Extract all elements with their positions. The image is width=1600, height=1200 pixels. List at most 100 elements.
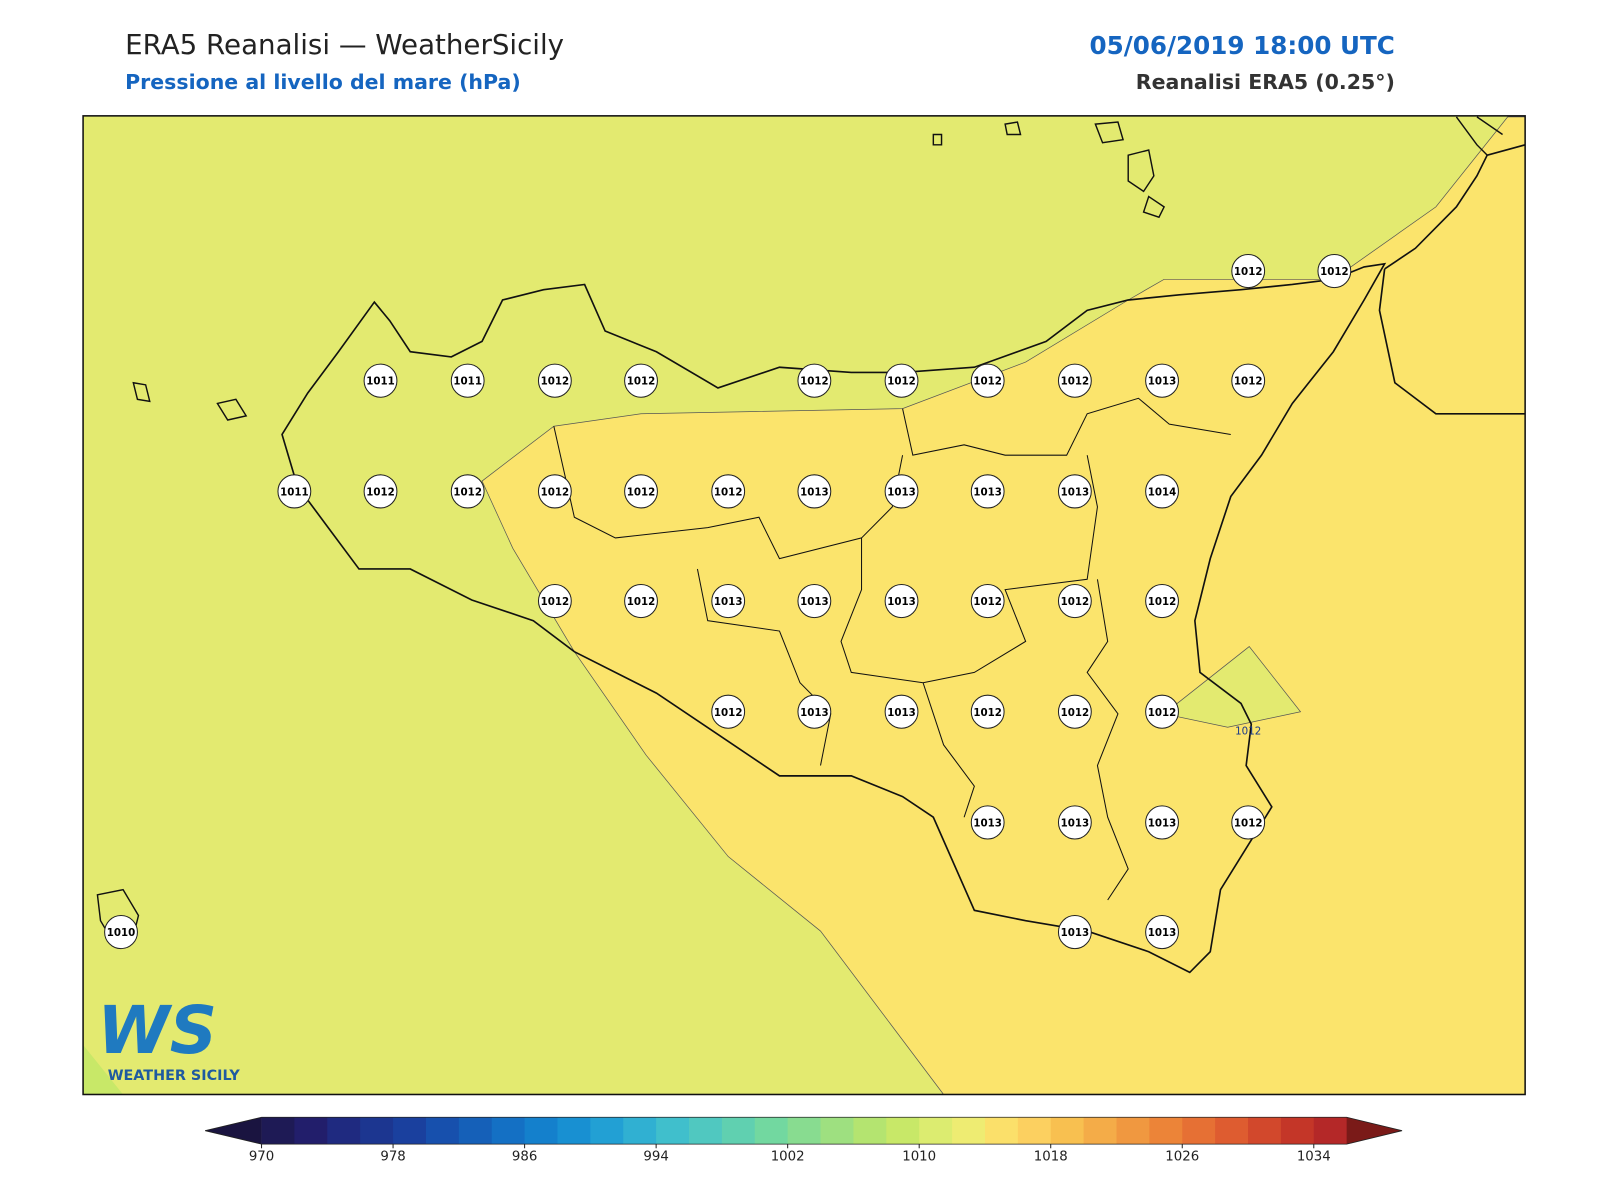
station-marker <box>1057 694 1092 729</box>
station-marker <box>884 694 919 729</box>
colorbar-bin <box>1116 1117 1150 1145</box>
station-value: 1013 <box>1061 817 1090 829</box>
colorbar-bin <box>557 1117 591 1145</box>
station-marker <box>537 583 572 619</box>
station-value: 1012 <box>973 707 1002 719</box>
station-value: 1013 <box>887 707 916 719</box>
station-marker <box>363 363 398 398</box>
station-value: 1012 <box>541 486 570 498</box>
colorbar-bin <box>1280 1117 1315 1145</box>
station-marker <box>970 805 1005 840</box>
colorbar-under <box>205 1117 262 1145</box>
station-marker <box>711 474 746 509</box>
station-value: 1011 <box>280 486 309 498</box>
station-value: 1013 <box>1148 927 1177 939</box>
colorbar-bin <box>919 1117 953 1145</box>
station-marker <box>537 363 572 398</box>
station-value: 1012 <box>541 596 570 608</box>
station-value: 1012 <box>1234 266 1263 278</box>
contour-label: 1012 <box>1235 725 1261 737</box>
station-value: 1013 <box>887 486 916 498</box>
station-value: 1012 <box>627 596 656 608</box>
logo-corner <box>83 1044 124 1095</box>
colorbar-bin <box>1248 1117 1282 1145</box>
logo: WS WEATHER SICILY <box>83 992 240 1095</box>
colorbar-tick-label: 978 <box>380 1150 405 1165</box>
station-marker <box>1057 583 1092 619</box>
station-value: 1012 <box>973 596 1002 608</box>
colorbar-tick-label: 1018 <box>1034 1150 1068 1165</box>
station-value: 1012 <box>800 376 829 388</box>
colorbar-bin <box>1083 1117 1118 1145</box>
station-marker <box>1145 363 1179 398</box>
station-value: 1012 <box>1234 376 1263 388</box>
colorbar-bin <box>590 1117 624 1145</box>
station-value: 1012 <box>973 376 1002 388</box>
station-marker <box>1231 805 1266 840</box>
colorbar-bin <box>425 1117 460 1145</box>
station-value: 1013 <box>1061 927 1090 939</box>
station-value: 1014 <box>1148 486 1177 498</box>
station-marker <box>277 474 312 509</box>
province-borders <box>553 397 1231 901</box>
colorbar-bin <box>787 1117 822 1145</box>
station-value: 1012 <box>1061 707 1090 719</box>
colorbar-tick-label: 986 <box>512 1150 537 1165</box>
station-marker <box>797 474 832 509</box>
station-marker <box>450 474 485 509</box>
map-border <box>82 115 1526 1096</box>
station-value: 1013 <box>800 707 829 719</box>
colorbar-bin <box>656 1117 690 1145</box>
datetime: 05/06/2019 18:00 UTC <box>1090 31 1395 60</box>
colorbar-tick-label: 1034 <box>1297 1150 1331 1165</box>
colorbar-bin <box>294 1117 328 1145</box>
station-marker <box>884 363 919 398</box>
station-marker <box>624 363 658 398</box>
colorbar-tick-label: 970 <box>249 1150 274 1165</box>
station-marker <box>624 474 658 509</box>
colorbar-bin <box>984 1117 1019 1145</box>
station-marker <box>104 915 138 950</box>
low-pressure-lobe <box>1163 646 1302 728</box>
station-marker <box>624 583 658 619</box>
station-marker <box>711 583 746 619</box>
station-marker <box>970 583 1005 619</box>
station-value: 1012 <box>1234 817 1263 829</box>
station-value: 1012 <box>1320 266 1349 278</box>
station-marker <box>450 363 485 398</box>
station-value: 1012 <box>887 376 916 388</box>
colorbar-tick-label: 1026 <box>1165 1150 1199 1165</box>
source: Reanalisi ERA5 (0.25°) <box>1136 70 1395 94</box>
station-marker <box>1145 915 1179 950</box>
station-marker <box>537 474 572 509</box>
colorbar-bin <box>754 1117 789 1145</box>
station-marker <box>711 694 746 729</box>
station-marker <box>884 474 919 509</box>
station-value: 1011 <box>366 376 395 388</box>
colorbar-over <box>1346 1117 1403 1145</box>
station-value: 1013 <box>973 817 1002 829</box>
station-marker <box>797 363 832 398</box>
station-marker <box>1145 583 1179 619</box>
station-value: 1012 <box>1061 596 1090 608</box>
station-value: 1012 <box>1148 596 1177 608</box>
sicily-coast <box>281 262 1387 974</box>
station-value: 1013 <box>800 486 829 498</box>
station-value: 1012 <box>541 376 570 388</box>
station-value: 1013 <box>800 596 829 608</box>
station-value: 1012 <box>627 376 656 388</box>
islands <box>96 121 1166 943</box>
station-marker <box>970 474 1005 509</box>
colorbar-bin <box>327 1117 361 1145</box>
station-value: 1013 <box>1148 376 1177 388</box>
colorbar-bin <box>393 1117 427 1145</box>
station-marker <box>970 694 1005 729</box>
station-marker <box>1317 253 1352 289</box>
station-marker <box>970 363 1005 398</box>
station-marker <box>1145 805 1179 840</box>
calabria-coast-north <box>1455 116 1503 156</box>
station-marker <box>797 694 832 729</box>
colorbar-bin <box>1182 1117 1216 1145</box>
station-value: 1012 <box>714 707 743 719</box>
